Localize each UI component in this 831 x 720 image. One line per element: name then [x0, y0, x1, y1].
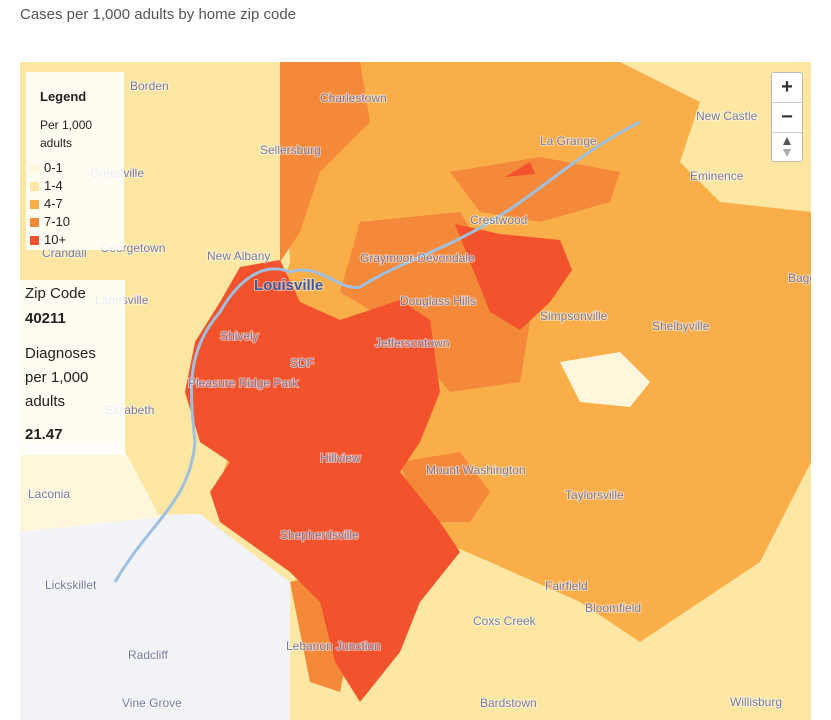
place-label: Willisburg [730, 695, 782, 709]
legend: Legend Per 1,000 adults 0-1 1-4 4-7 7-10 10+ [26, 72, 124, 250]
region [455, 224, 572, 330]
region [280, 62, 370, 262]
zip-label: Zip Code [25, 285, 86, 302]
place-labels: Borden Charlestown Sellersburg La Grange New… [27, 78, 811, 711]
legend-swatch [30, 164, 39, 173]
legend-item: 1-4 [30, 178, 63, 194]
metric-value: 21.47 [25, 426, 63, 443]
place-label: Bloomfield [585, 601, 641, 615]
region [560, 352, 650, 407]
place-label: SDF [290, 356, 314, 370]
metric-label: Diagnoses per 1,000 adults [25, 345, 96, 410]
place-label: Lebanon Junction [286, 639, 381, 653]
place-label: Lickskillet [45, 578, 97, 592]
legend-item: 10+ [30, 232, 66, 248]
region [185, 260, 460, 702]
legend-item: 4-7 [30, 196, 63, 212]
place-label: Louisville [254, 277, 323, 294]
map: Borden Charlestown Sellersburg La Grange New… [20, 62, 811, 720]
place-label: Pleasure Ridge Park [188, 376, 299, 390]
region-none [20, 514, 290, 720]
place-label: Hillview [320, 451, 361, 465]
region [505, 162, 535, 177]
compass[interactable] [781, 137, 793, 157]
zoom-out[interactable]: − [772, 103, 802, 133]
legend-swatch [30, 236, 39, 245]
zoom-control: + − [771, 72, 803, 162]
legend-label: 4-7 [44, 196, 63, 211]
place-label: Jeffersontown [375, 336, 450, 350]
place-label: Coxs Creek [473, 614, 537, 628]
place-label: Bardstown [480, 696, 537, 710]
place-label: Douglass Hills [400, 294, 476, 308]
place-label: Mount Washington [426, 463, 526, 477]
legend-item: 7-10 [30, 214, 70, 230]
place-label: Laconia [28, 487, 70, 501]
map-title: Cases per 1,000 adults by home zip code [20, 6, 296, 23]
legend-subtitle: Per 1,000 adults [40, 118, 93, 150]
place-label: Shelbyville [652, 319, 710, 333]
legend-swatch [30, 200, 39, 209]
place-label: Taylorsville [565, 488, 624, 502]
place-label: La Grange [540, 134, 597, 148]
place-label: Simpsonville [540, 309, 608, 323]
place-label: Sellersburg [260, 143, 321, 157]
place-label: Vine Grove [122, 696, 182, 710]
legend-swatch [30, 218, 39, 227]
region [450, 157, 620, 222]
place-label: Charlestown [320, 91, 387, 105]
place-label: Eminence [690, 169, 744, 183]
info-panel: Zip Code 40211 Diagnoses per 1,000 adult… [20, 280, 125, 455]
place-label: Fairfield [545, 579, 588, 593]
place-label: Crestwood [470, 213, 527, 227]
legend-label: 0-1 [44, 160, 63, 175]
place-label: Shepherdsville [280, 528, 359, 542]
zip-value: 40211 [25, 310, 66, 327]
place-label: Bagd [788, 271, 811, 285]
legend-title: Legend [40, 89, 87, 104]
place-label: New Castle [696, 109, 758, 123]
legend-label: 1-4 [44, 178, 63, 193]
place-label: Borden [130, 79, 169, 93]
place-label: Graymoor-Devondale [360, 251, 475, 265]
legend-label: 7-10 [44, 214, 71, 229]
legend-label: 10+ [44, 232, 67, 247]
zoom-in[interactable]: + [772, 73, 802, 103]
place-label: New Albany [207, 249, 270, 263]
place-label: Shively [220, 329, 259, 343]
legend-swatch [30, 182, 39, 191]
legend-item: 0-1 [30, 160, 63, 176]
region [20, 442, 160, 532]
river [113, 120, 641, 583]
place-label: Radcliff [128, 648, 168, 662]
